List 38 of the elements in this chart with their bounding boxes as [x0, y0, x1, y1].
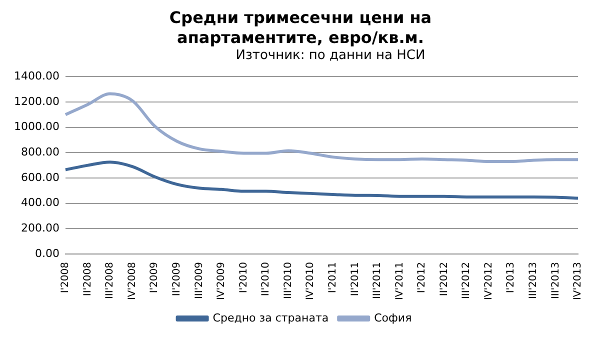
x-tick-label: II'2012	[438, 262, 450, 296]
x-tick-label: III'2012	[461, 262, 472, 300]
x-tick-label: III'2013	[550, 262, 562, 300]
x-tick-label: III'2010	[282, 262, 294, 300]
legend-label: Средно за страната	[212, 311, 329, 324]
legend-label: София	[374, 311, 412, 324]
x-tick-label: IV'2012	[483, 262, 494, 300]
line-series	[64, 160, 580, 200]
x-tick-label: II'2008	[82, 262, 94, 296]
x-tick-label: I'2013	[506, 262, 517, 294]
x-tick-label: III'2013	[528, 262, 540, 300]
x-tick-label: IV'2009	[216, 262, 228, 300]
x-tick-label: I'2008	[60, 262, 72, 294]
x-tick-label: IV'2013	[572, 262, 584, 300]
x-tick-label: II'2010	[260, 262, 272, 296]
x-tick-label: I'2010	[238, 262, 250, 294]
y-tick-label: 600.00	[20, 170, 60, 184]
y-tick-label: 1400.00	[14, 69, 60, 82]
x-tick-label: I'2012	[416, 262, 428, 294]
text: Източник: по данни на НСИ	[234, 48, 426, 64]
x-tick-label: IV'2010	[305, 262, 316, 300]
y-tick-label: 1200.00	[14, 94, 60, 108]
x-tick-label: III'2011	[372, 262, 384, 300]
x-tick-label: IV'2011	[394, 262, 406, 300]
x-tick-label: II'2009	[171, 262, 182, 296]
y-tick-label: 200.00	[20, 222, 60, 235]
x-tick-label: I'2011	[327, 262, 338, 294]
x-tick-label: IV'2008	[126, 262, 138, 300]
x-tick-label: III'2009	[194, 262, 205, 300]
line-series	[64, 92, 580, 164]
x-tick-label: II'2011	[350, 262, 361, 296]
y-tick-label: 0.00	[34, 246, 60, 260]
chart-title: Средни тримесечни цени на апартаментите, евро/кв.м.	[168, 8, 433, 48]
y-tick-label: 400.00	[20, 196, 60, 210]
y-tick-label: 800.00	[20, 145, 60, 158]
y-tick-label: 1000.00	[14, 120, 60, 134]
x-tick-label: III'2008	[104, 262, 116, 300]
x-tick-label: I'2009	[149, 262, 160, 294]
